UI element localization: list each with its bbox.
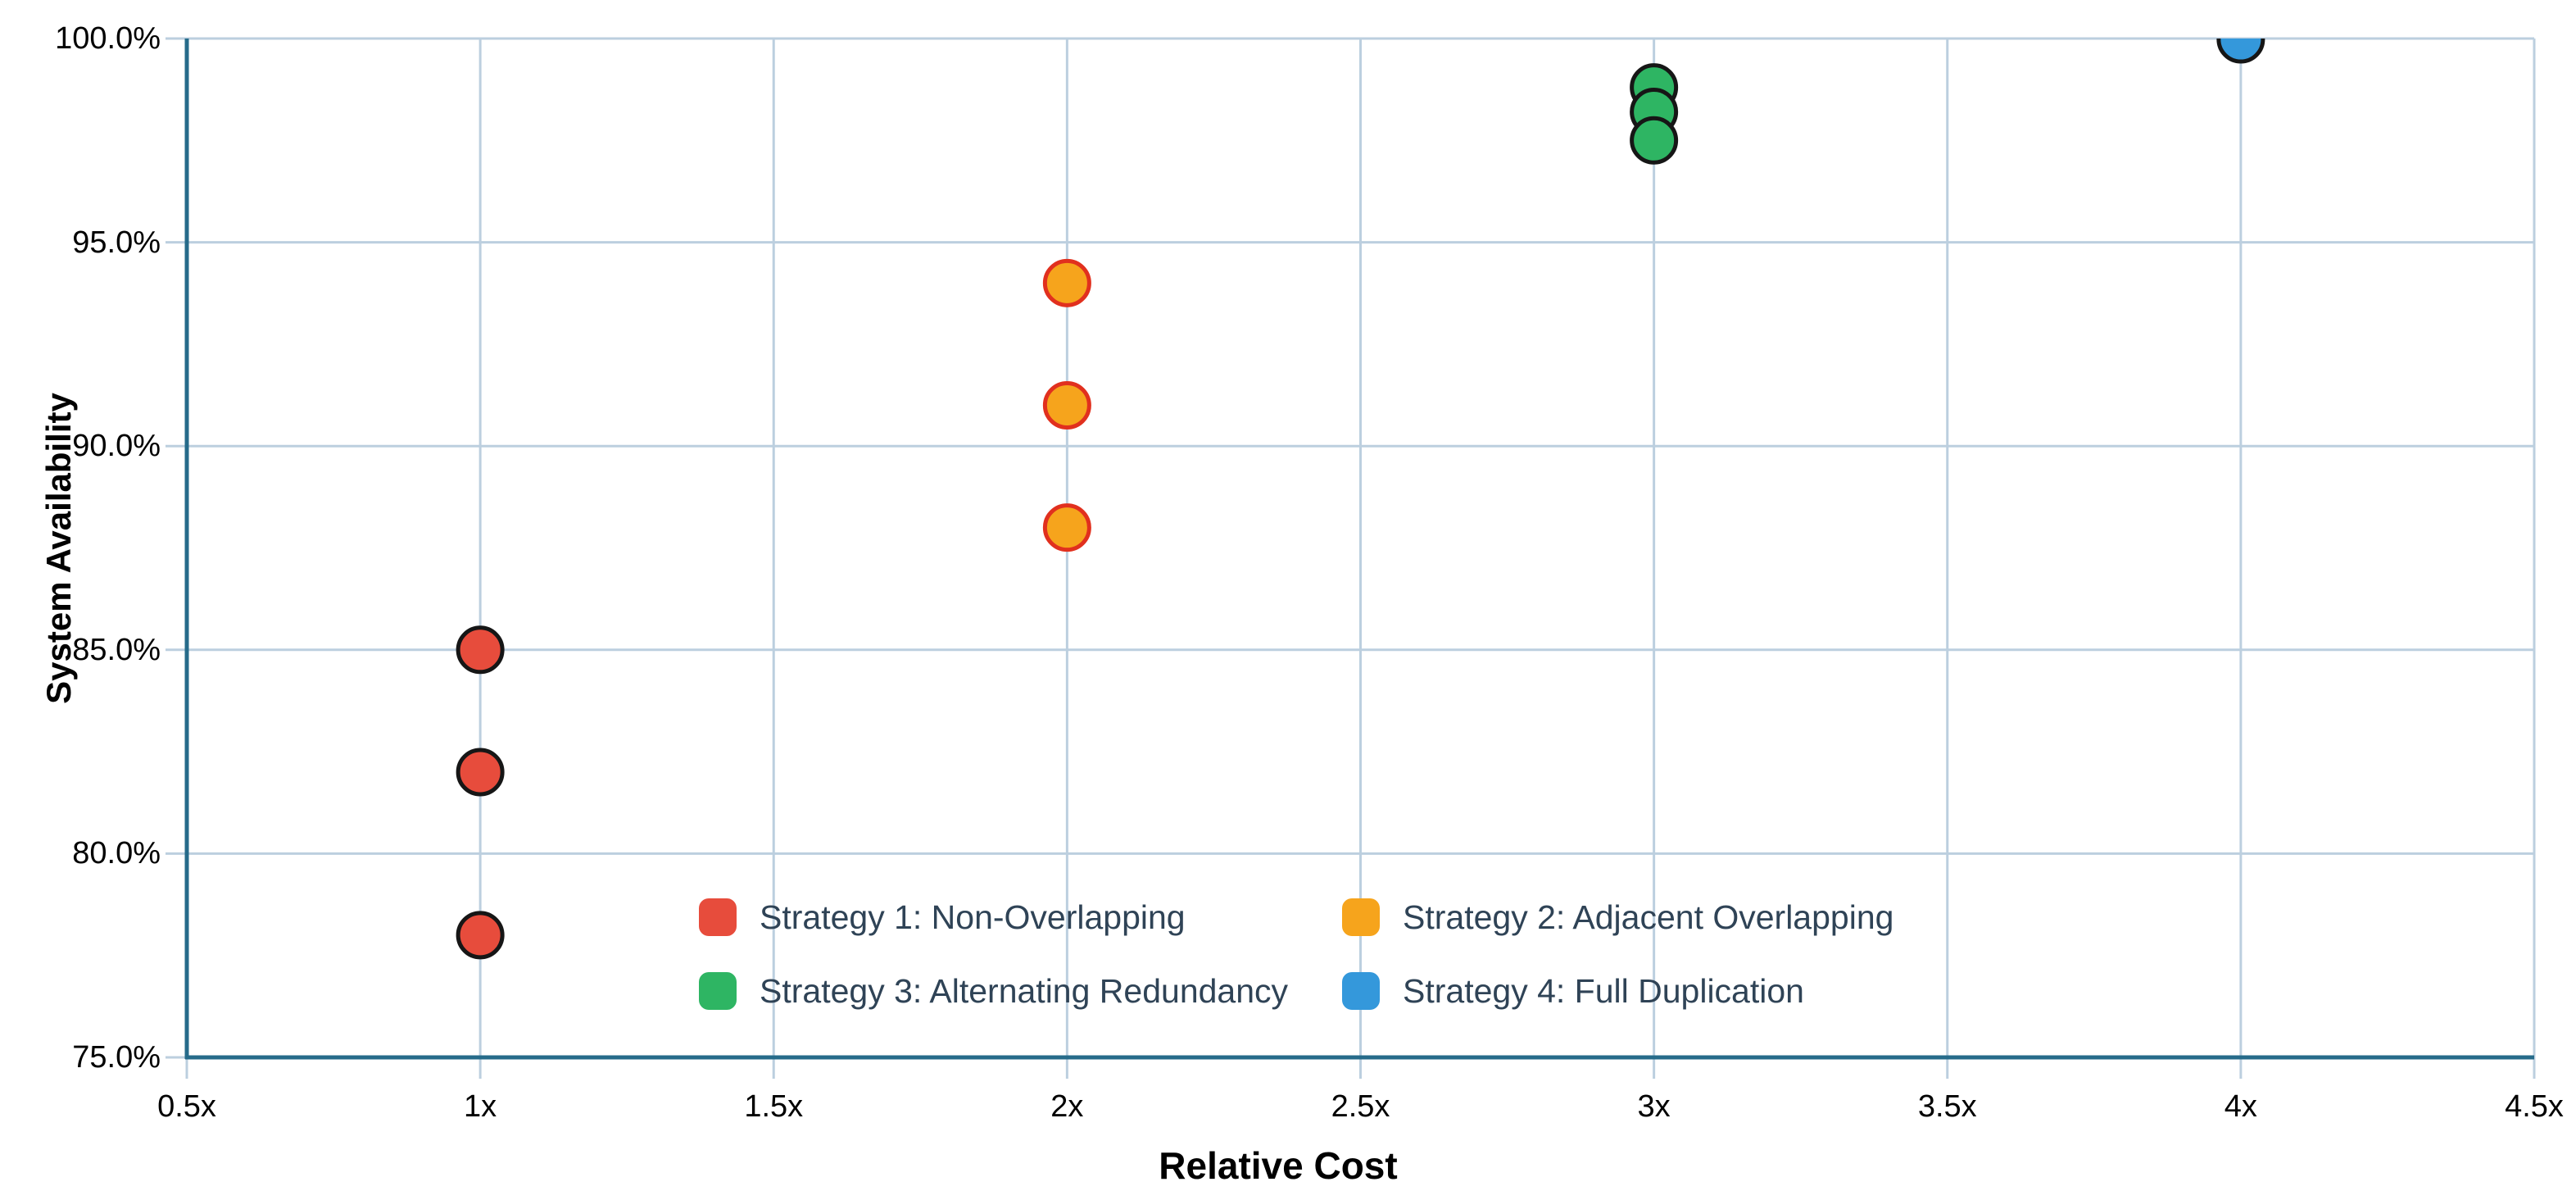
legend-label-strategy-1: Strategy 1: Non-Overlapping (760, 898, 1186, 936)
legend-item-strategy-2[interactable]: Strategy 2: Adjacent Overlapping (1342, 898, 1893, 937)
strategy-1-swatch-icon (699, 898, 737, 936)
x-tick-label: 3.5x (1917, 1089, 1977, 1124)
data-point-series-4 (2216, 39, 2265, 64)
legend-label-strategy-4: Strategy 4: Full Duplication (1403, 972, 1804, 1010)
data-point-series-3 (1630, 116, 1679, 165)
x-axis-title: Relative Cost (1159, 1144, 1398, 1187)
x-tick-label: 4x (2224, 1089, 2257, 1124)
legend-item-strategy-1[interactable]: Strategy 1: Non-Overlapping (699, 898, 1186, 937)
data-point-series-1 (456, 911, 505, 960)
y-tick-label: 90.0% (72, 429, 161, 464)
data-point-series-1 (456, 748, 505, 797)
x-tick-label: 0.5x (157, 1089, 216, 1124)
y-tick-label: 80.0% (72, 836, 161, 871)
y-tick-label: 95.0% (72, 225, 161, 260)
x-tick-label: 1.5x (744, 1089, 804, 1124)
data-point-series-1 (456, 625, 505, 675)
y-tick-label: 75.0% (72, 1040, 161, 1075)
x-tick-label: 4.5x (2505, 1089, 2564, 1124)
legend-item-strategy-4[interactable]: Strategy 4: Full Duplication (1342, 971, 1804, 1011)
strategy-4-swatch-icon (1342, 972, 1380, 1010)
data-point-series-2 (1042, 503, 1091, 552)
data-point-series-2 (1042, 380, 1091, 430)
strategy-2-swatch-icon (1342, 898, 1380, 936)
data-point-series-2 (1042, 258, 1091, 307)
x-tick-label: 1x (464, 1089, 497, 1124)
x-tick-label: 2x (1050, 1089, 1084, 1124)
x-tick-label: 3x (1637, 1089, 1671, 1124)
legend-label-strategy-2: Strategy 2: Adjacent Overlapping (1403, 898, 1894, 936)
y-tick-label: 100.0% (55, 21, 161, 56)
legend-label-strategy-3: Strategy 3: Alternating Redundancy (760, 972, 1289, 1010)
y-axis-title: System Availability (39, 392, 78, 704)
legend-item-strategy-3[interactable]: Strategy 3: Alternating Redundancy (699, 971, 1288, 1011)
x-tick-label: 2.5x (1331, 1089, 1390, 1124)
y-tick-label: 85.0% (72, 632, 161, 667)
strategy-3-swatch-icon (699, 972, 737, 1010)
